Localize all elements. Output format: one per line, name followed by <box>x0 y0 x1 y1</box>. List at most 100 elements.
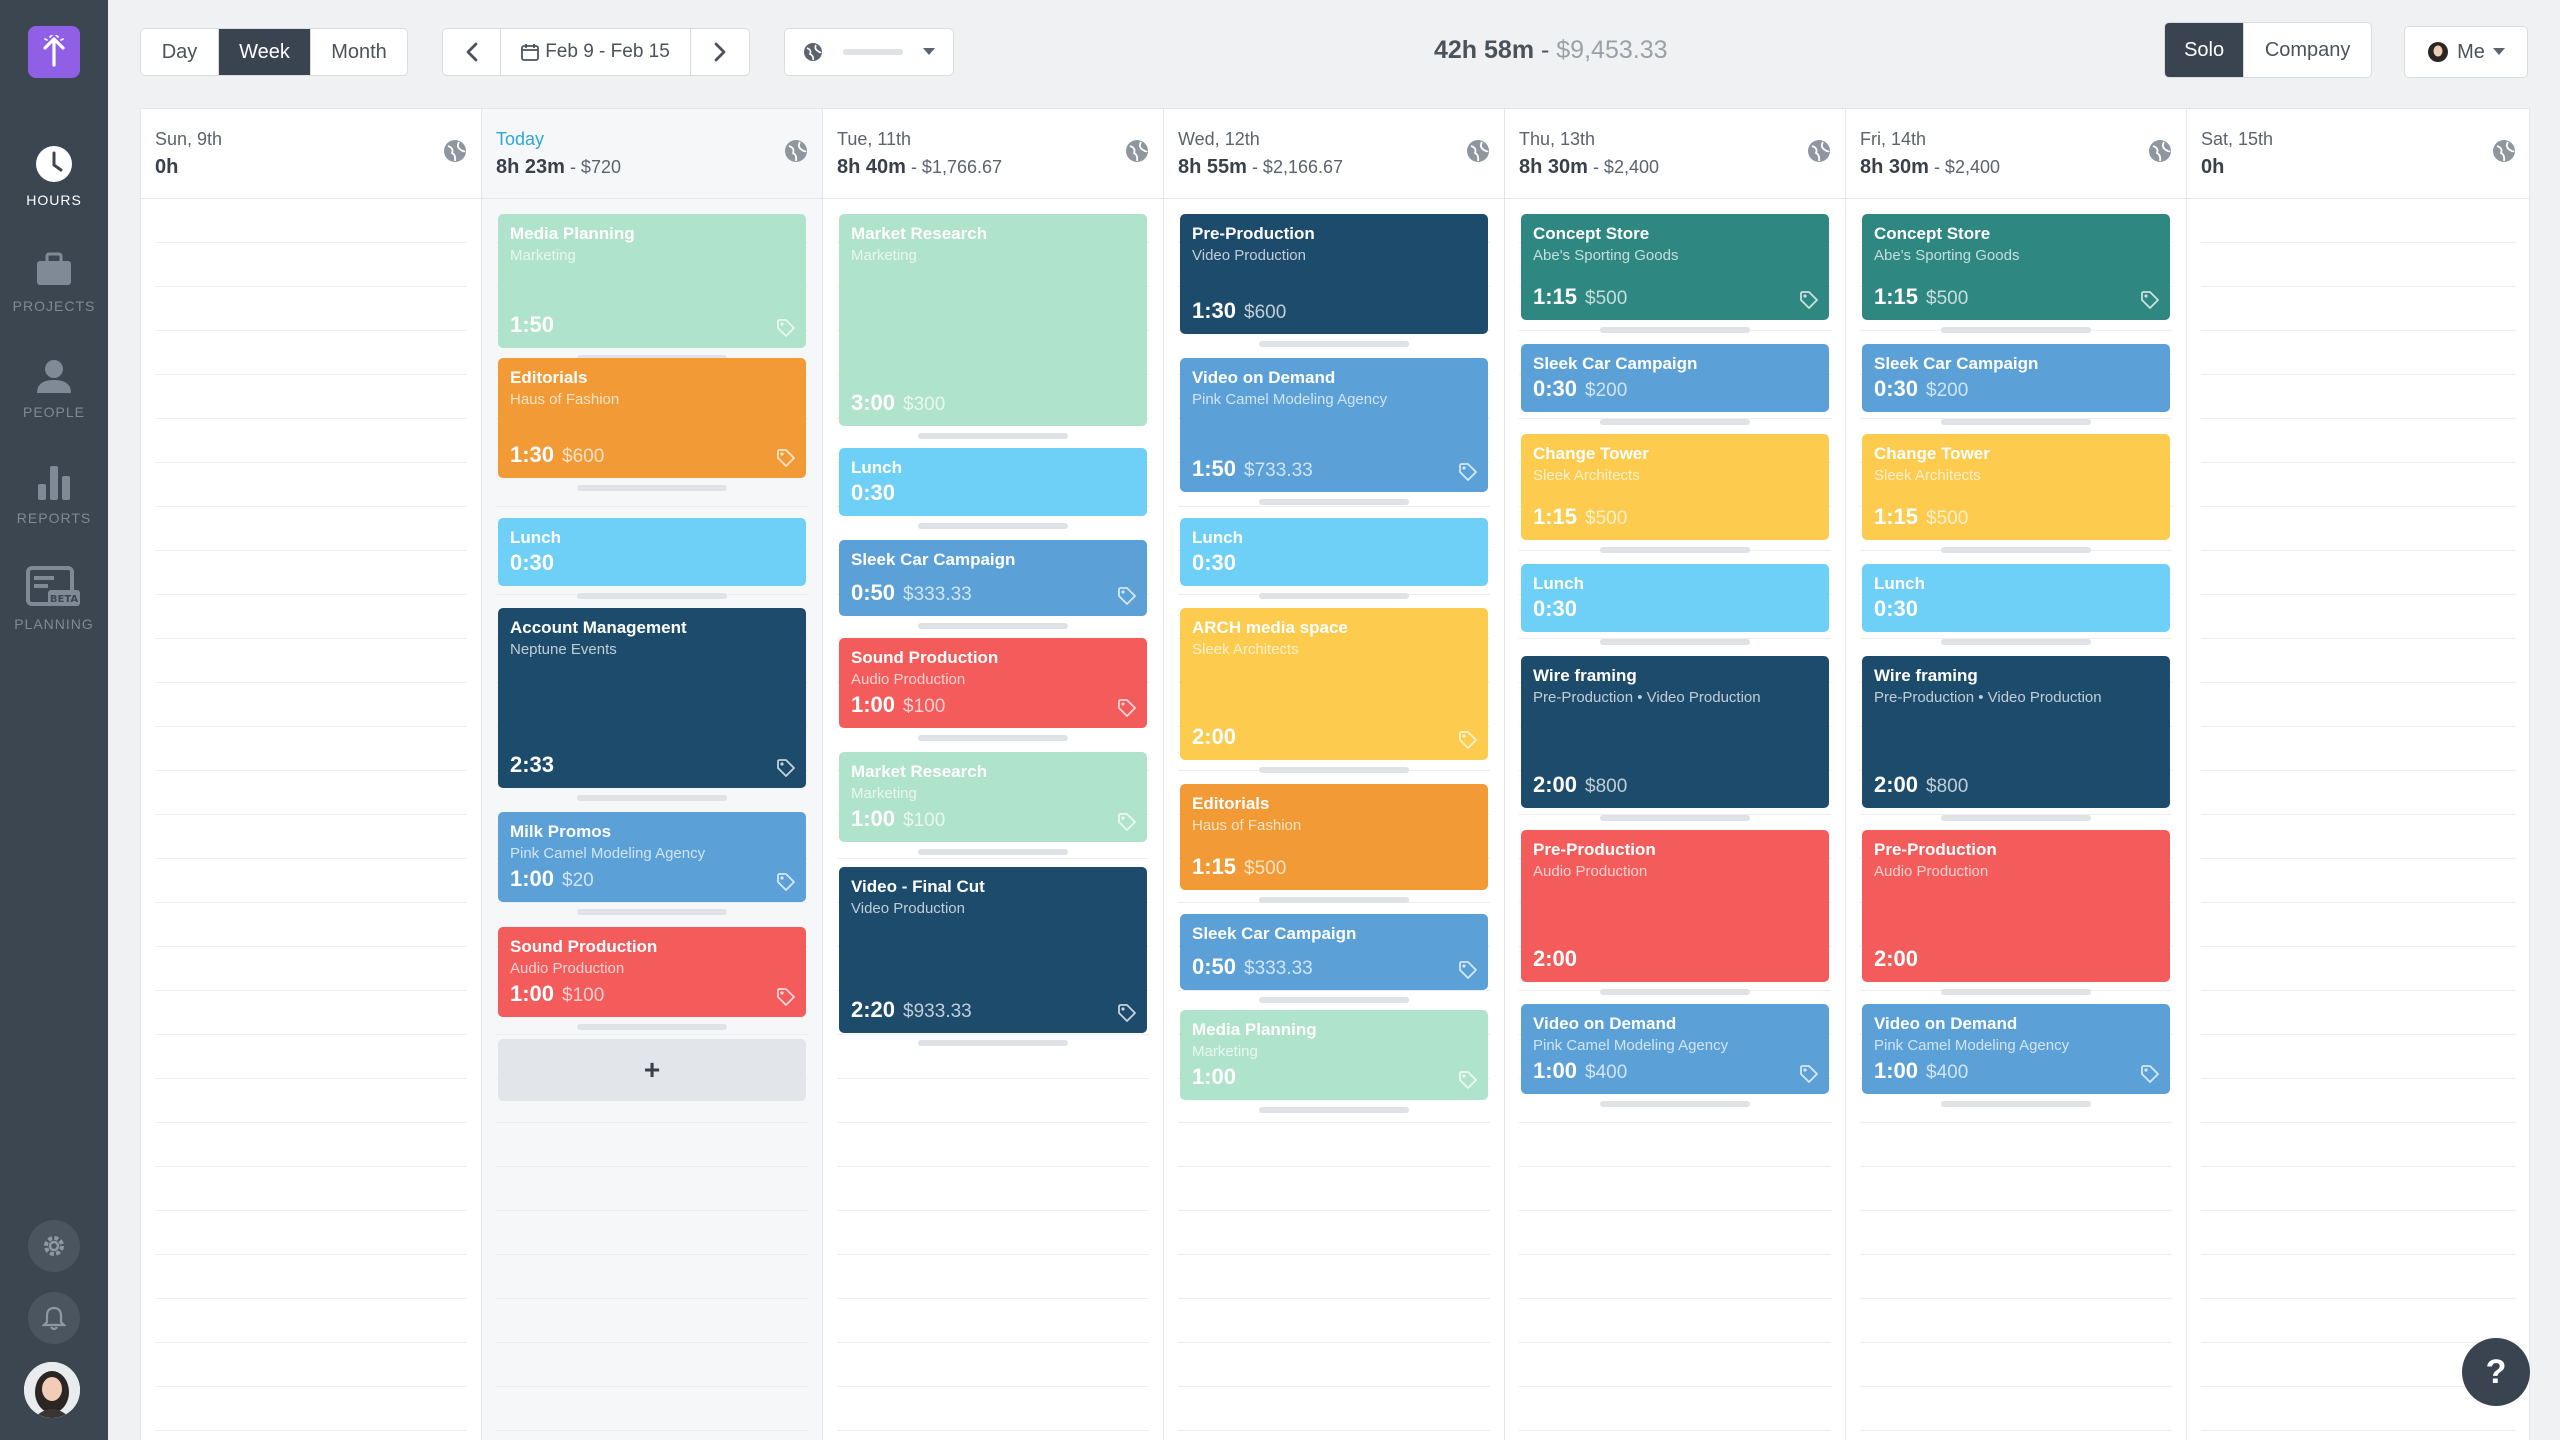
resize-handle[interactable] <box>1941 327 2091 333</box>
tag-icon[interactable] <box>776 758 796 778</box>
time-entry-card[interactable]: Concept Store Abe's Sporting Goods 1:15 $50… <box>1862 214 2170 320</box>
time-entry-card[interactable]: Market Research Marketing 3:00 $300 <box>839 214 1147 426</box>
app-logo[interactable] <box>28 26 80 78</box>
nav-hours[interactable]: HOURS <box>0 142 108 232</box>
time-entry-card[interactable]: Account Management Neptune Events 2:33 <box>498 608 806 788</box>
tab-week[interactable]: Week <box>219 29 311 75</box>
time-entry-card[interactable]: Lunch 0:30 <box>1521 564 1829 632</box>
time-entry-card[interactable]: Pre-Production Audio Production 2:00 <box>1862 830 2170 982</box>
tag-icon[interactable] <box>1117 586 1137 606</box>
resize-handle[interactable] <box>1259 767 1409 773</box>
resize-handle[interactable] <box>1941 639 2091 645</box>
nav-planning[interactable]: BETA PLANNING <box>0 566 108 656</box>
resize-handle[interactable] <box>1259 897 1409 903</box>
tag-icon[interactable] <box>2140 290 2160 310</box>
resize-handle[interactable] <box>1600 1101 1750 1107</box>
day-summary-globe-icon[interactable] <box>2492 139 2516 163</box>
tag-icon[interactable] <box>1117 698 1137 718</box>
resize-handle[interactable] <box>1259 997 1409 1003</box>
tag-icon[interactable] <box>776 448 796 468</box>
resize-handle[interactable] <box>1600 815 1750 821</box>
resize-handle[interactable] <box>1941 1101 2091 1107</box>
day-summary-globe-icon[interactable] <box>1466 139 1490 163</box>
tab-company[interactable]: Company <box>2264 38 2351 61</box>
time-entry-card[interactable]: Lunch 0:30 <box>1862 564 2170 632</box>
tag-icon[interactable] <box>776 872 796 892</box>
time-entry-card[interactable]: Sleek Car Campaign 0:50 $333.33 <box>1180 914 1488 990</box>
help-button[interactable]: ? <box>2462 1338 2530 1406</box>
user-menu[interactable]: Me <box>2404 26 2528 78</box>
time-entry-card[interactable]: Sound Production Audio Production 1:00 $100 <box>498 927 806 1017</box>
time-entry-card[interactable]: Media Planning Marketing 1:50 <box>498 214 806 348</box>
resize-handle[interactable] <box>577 909 727 915</box>
time-entry-card[interactable]: Pre-Production Audio Production 2:00 <box>1521 830 1829 982</box>
resize-handle[interactable] <box>1941 419 2091 425</box>
time-entry-card[interactable]: Lunch 0:30 <box>498 518 806 586</box>
resize-handle[interactable] <box>1600 989 1750 995</box>
day-column[interactable]: Tue, 11th 8h 40m - $1,766.67 Market Resear… <box>823 109 1164 1440</box>
day-summary-globe-icon[interactable] <box>2148 139 2172 163</box>
time-entry-card[interactable]: Pre-Production Video Production 1:30 $600 <box>1180 214 1488 334</box>
nav-projects[interactable]: PROJECTS <box>0 248 108 338</box>
resize-handle[interactable] <box>918 623 1068 629</box>
resize-handle[interactable] <box>1600 419 1750 425</box>
resize-handle[interactable] <box>577 795 727 801</box>
day-summary-globe-icon[interactable] <box>1125 139 1149 163</box>
tag-icon[interactable] <box>1799 290 1819 310</box>
tag-icon[interactable] <box>1117 1003 1137 1023</box>
nav-reports[interactable]: REPORTS <box>0 460 108 550</box>
resize-handle[interactable] <box>918 735 1068 741</box>
resize-handle[interactable] <box>1600 639 1750 645</box>
resize-handle[interactable] <box>918 849 1068 855</box>
day-column[interactable]: Sat, 15th 0h <box>2187 109 2530 1440</box>
settings-button[interactable] <box>28 1220 80 1272</box>
day-column[interactable]: Fri, 14th 8h 30m - $2,400 Concept Store Abe… <box>1846 109 2187 1440</box>
prev-week-button[interactable] <box>443 29 501 75</box>
resize-handle[interactable] <box>1941 815 2091 821</box>
time-entry-card[interactable]: Editorials Haus of Fashion 1:30 $600 <box>498 358 806 478</box>
tag-icon[interactable] <box>1458 1070 1478 1090</box>
date-range-button[interactable]: Feb 9 - Feb 15 <box>501 29 691 75</box>
resize-handle[interactable] <box>918 1040 1068 1046</box>
time-entry-card[interactable]: Editorials Haus of Fashion 1:15 $500 <box>1180 784 1488 890</box>
tab-month[interactable]: Month <box>331 40 387 63</box>
time-entry-card[interactable]: Sleek Car Campaign 0:50 $333.33 <box>839 540 1147 616</box>
day-summary-globe-icon[interactable] <box>1807 139 1831 163</box>
time-entry-card[interactable]: Sleek Car Campaign 0:30 $200 <box>1521 344 1829 412</box>
time-entry-card[interactable]: Milk Promos Pink Camel Modeling Agency 1:0… <box>498 812 806 902</box>
resize-handle[interactable] <box>1259 341 1409 347</box>
resize-handle[interactable] <box>1600 327 1750 333</box>
time-entry-card[interactable]: Video on Demand Pink Camel Modeling Agenc… <box>1180 358 1488 492</box>
time-entry-card[interactable]: Change Tower Sleek Architects 1:15 $500 <box>1862 434 2170 540</box>
time-entry-card[interactable]: Video on Demand Pink Camel Modeling Agenc… <box>1862 1004 2170 1094</box>
filter-dropdown-toggle[interactable] <box>785 29 953 75</box>
tag-icon[interactable] <box>776 318 796 338</box>
time-entry-card[interactable]: Market Research Marketing 1:00 $100 <box>839 752 1147 842</box>
resize-handle[interactable] <box>1259 593 1409 599</box>
resize-handle[interactable] <box>577 485 727 491</box>
tag-icon[interactable] <box>1458 730 1478 750</box>
tag-icon[interactable] <box>1117 812 1137 832</box>
resize-handle[interactable] <box>1941 547 2091 553</box>
user-avatar[interactable] <box>24 1362 80 1418</box>
time-entry-card[interactable]: Media Planning Marketing 1:00 <box>1180 1010 1488 1100</box>
day-column[interactable]: Today 8h 23m - $720 Media Planning Marketin… <box>482 109 823 1440</box>
nav-people[interactable]: PEOPLE <box>0 354 108 444</box>
resize-handle[interactable] <box>918 523 1068 529</box>
tag-icon[interactable] <box>2140 1064 2160 1084</box>
resize-handle[interactable] <box>918 433 1068 439</box>
tag-icon[interactable] <box>776 987 796 1007</box>
resize-handle[interactable] <box>577 1024 727 1030</box>
tag-icon[interactable] <box>1799 1064 1819 1084</box>
time-entry-card[interactable]: Lunch 0:30 <box>839 448 1147 516</box>
user-menu-toggle[interactable]: Me <box>2405 27 2527 77</box>
day-column[interactable]: Sun, 9th 0h <box>141 109 482 1440</box>
tag-icon[interactable] <box>1458 960 1478 980</box>
next-week-button[interactable] <box>691 29 749 75</box>
notifications-button[interactable] <box>28 1292 80 1344</box>
time-entry-card[interactable]: Video on Demand Pink Camel Modeling Agenc… <box>1521 1004 1829 1094</box>
time-entry-card[interactable]: Wire framing Pre-Production • Video Produ… <box>1862 656 2170 808</box>
time-entry-card[interactable]: Video - Final Cut Video Production 2:20 $93… <box>839 867 1147 1033</box>
tag-icon[interactable] <box>1458 462 1478 482</box>
tab-day[interactable]: Day <box>141 29 219 75</box>
